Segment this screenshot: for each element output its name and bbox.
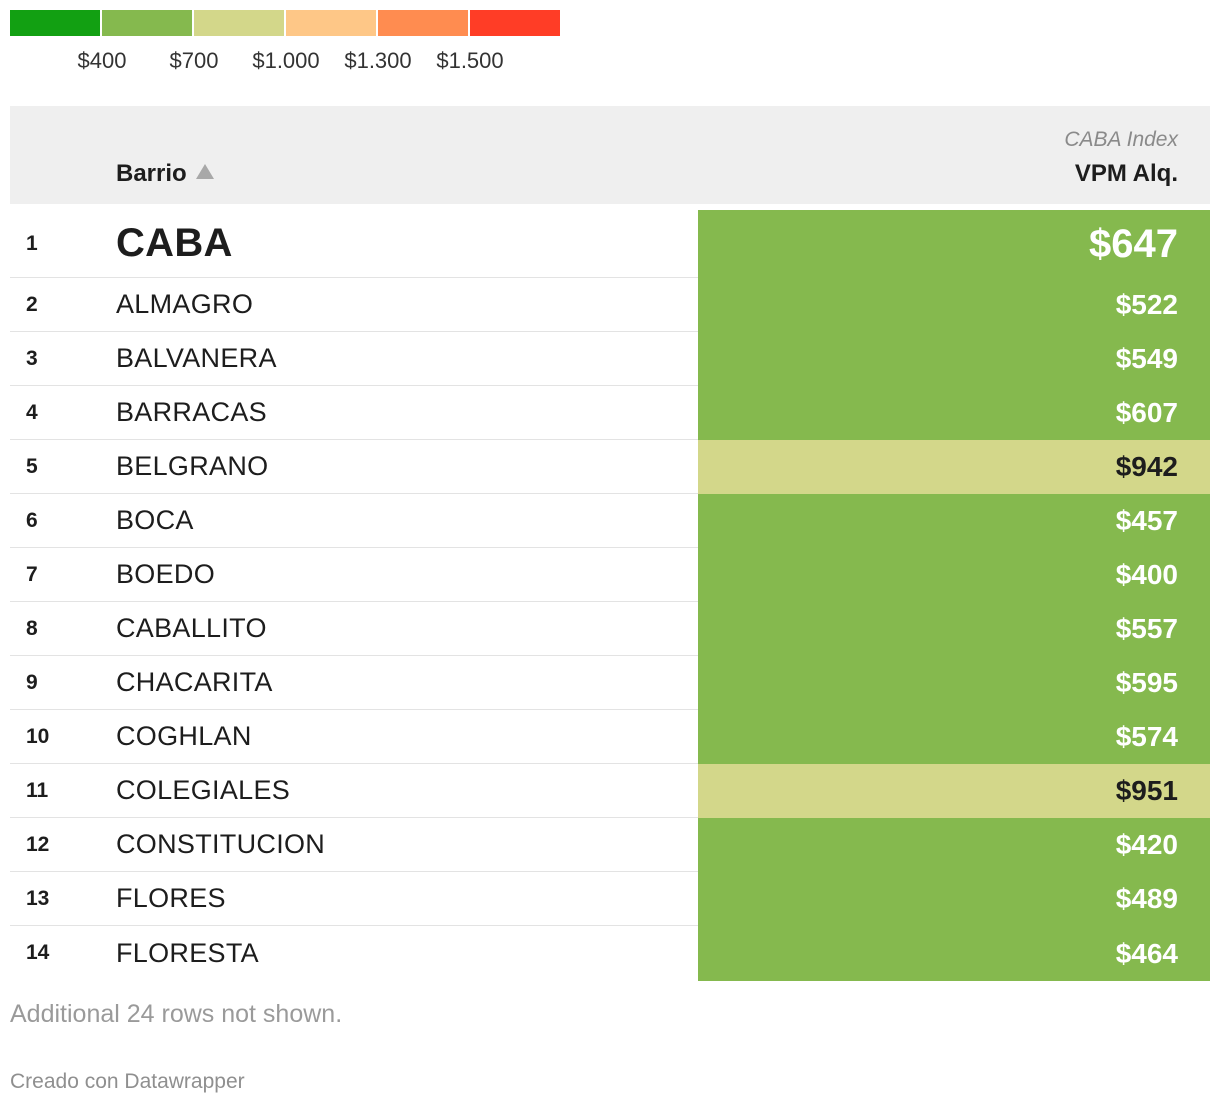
row-barrio-name: ALMAGRO [116,289,254,319]
table-header: Barrio CABA Index VPM Alq. [10,106,1210,204]
legend-swatch [378,10,468,36]
table-row: 7 BOEDO $400 [10,548,1210,602]
legend-color-bar [10,10,560,36]
table-row: 11 COLEGIALES $951 [10,764,1210,818]
row-value-cell: $457 [698,494,1210,548]
row-value-cell: $464 [698,926,1210,981]
row-value-cell: $595 [698,656,1210,710]
row-barrio-name: CABALLITO [116,613,267,643]
color-legend: $400 $700 $1.000 $1.300 $1.500 [10,10,560,73]
row-rank: 10 [26,724,50,748]
table-row: 8 CABALLITO $557 [10,602,1210,656]
row-value-cell: $522 [698,278,1210,332]
legend-swatch [470,10,560,36]
table-row: 5 BELGRANO $942 [10,440,1210,494]
row-rank: 9 [26,670,38,694]
column-supra-header: CABA Index [1064,128,1178,151]
row-rank: 2 [26,292,38,316]
table-row: 10 COGHLAN $574 [10,710,1210,764]
legend-swatch [286,10,376,36]
legend-label: $1.300 [344,48,412,73]
credit-line: Creado con Datawrapper [10,1070,245,1093]
row-rank: 6 [26,508,38,532]
row-value-cell: $557 [698,602,1210,656]
legend-labels: $400 $700 $1.000 $1.300 $1.500 [10,36,560,73]
table-row: 9 CHACARITA $595 [10,656,1210,710]
row-value-cell: $400 [698,548,1210,602]
row-rank: 12 [26,832,50,856]
column-header-value[interactable]: VPM Alq. [1074,160,1178,187]
row-rank: 13 [26,886,50,910]
row-barrio-name: BOEDO [116,559,216,589]
row-value-cell: $647 [698,210,1210,278]
row-barrio-name: BARRACAS [116,397,267,427]
row-barrio-name: BALVANERA [116,343,277,373]
table-row: 6 BOCA $457 [10,494,1210,548]
row-barrio-name: CONSTITUCION [116,829,326,859]
row-barrio-name: BELGRANO [116,451,269,481]
row-rank: 5 [26,454,38,478]
table-row: 4 BARRACAS $607 [10,386,1210,440]
data-table: Barrio CABA Index VPM Alq. 1 CABA $647 2 ALM… [10,106,1210,981]
rows-not-shown-note: Additional 24 rows not shown. [10,1000,343,1028]
row-value-cell: $549 [698,332,1210,386]
row-rank: 7 [26,562,38,586]
row-barrio-name: CABA [116,221,233,265]
table-row: 13 FLORES $489 [10,872,1210,926]
row-rank: 11 [26,778,49,802]
row-value-cell: $951 [698,764,1210,818]
row-value-cell: $574 [698,710,1210,764]
row-value-cell: $942 [698,440,1210,494]
row-value-cell: $489 [698,872,1210,926]
row-rank: 8 [26,616,38,640]
row-value-cell: $420 [698,818,1210,872]
row-barrio-name: CHACARITA [116,667,273,697]
table-row: 12 CONSTITUCION $420 [10,818,1210,872]
row-barrio-name: COLEGIALES [116,775,291,805]
sort-ascending-icon[interactable] [196,164,214,179]
row-barrio-name: FLORESTA [116,937,259,968]
row-barrio-name: COGHLAN [116,721,252,751]
row-barrio-name: BOCA [116,505,194,535]
row-rank: 1 [26,231,38,255]
legend-swatch [10,10,100,36]
row-barrio-name: FLORES [116,883,226,913]
table-row: 1 CABA $647 [10,210,1210,278]
table-row: 14 FLORESTA $464 [10,926,1210,981]
legend-swatch [194,10,284,36]
legend-label: $1.500 [436,48,504,73]
row-rank: 4 [26,400,38,424]
table-body: 1 CABA $647 2 ALMAGRO $522 3 BALVANERA $549 4 BARR… [10,210,1210,981]
legend-label: $1.000 [252,48,320,73]
row-value-cell: $607 [698,386,1210,440]
legend-label: $400 [77,48,127,73]
table-row: 3 BALVANERA $549 [10,332,1210,386]
row-rank: 3 [26,346,38,370]
row-rank: 14 [26,941,50,964]
table-row: 2 ALMAGRO $522 [10,278,1210,332]
legend-swatch [102,10,192,36]
column-header-barrio[interactable]: Barrio [116,160,187,187]
legend-label: $700 [169,48,219,73]
